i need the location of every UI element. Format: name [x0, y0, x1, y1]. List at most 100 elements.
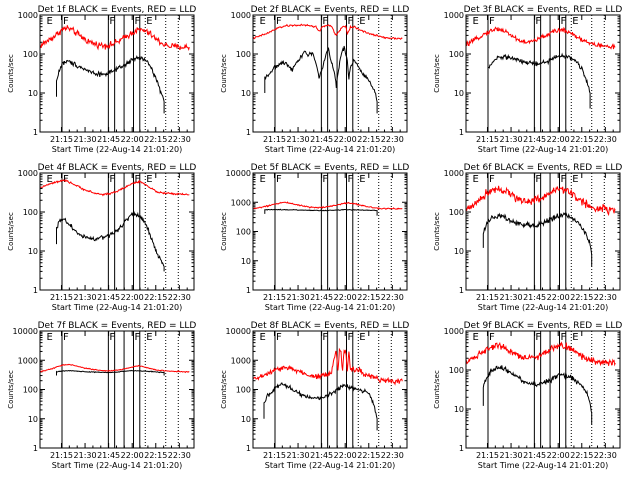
x-tick-label: 21:45 [310, 135, 333, 144]
x-tick-label: 22:00 [121, 293, 144, 302]
x-tick-label: 21:30 [287, 135, 310, 144]
y-tick-label: 10000 [226, 327, 251, 336]
x-tick-label: 22:15 [357, 293, 380, 302]
y-tick-label: 100 [236, 228, 251, 237]
event-flag: E [473, 332, 479, 343]
y-tick-label: 1 [459, 286, 464, 295]
panel-title: Det 5f BLACK = Events, RED = LLD [251, 163, 410, 173]
y-tick-label: 10 [28, 247, 38, 256]
plot-frame [39, 14, 195, 133]
y-tick-label: 1 [33, 286, 38, 295]
x-tick-label: 22:00 [121, 451, 144, 460]
y-tick-label: 10 [241, 89, 251, 98]
series-line-events [263, 382, 378, 431]
y-axis-label: Counts/sec [220, 54, 228, 93]
x-tick-label: 22:00 [121, 135, 144, 144]
x-axis-label: Start Time (22-Aug-14 21:01:20) [52, 461, 183, 470]
series-line-events [487, 52, 591, 109]
y-tick-label: 1000 [18, 169, 38, 178]
event-flag: F [135, 332, 141, 343]
event-flag: E [146, 16, 152, 27]
x-tick-label: 22:00 [547, 293, 570, 302]
x-tick-label: 21:15 [263, 451, 286, 460]
x-tick-label: 22:00 [334, 135, 357, 144]
y-tick-label: 1 [33, 128, 38, 137]
event-flag: F [135, 16, 141, 27]
event-flag: F [348, 174, 354, 185]
series-line-lld [253, 347, 403, 386]
x-tick-label: 22:30 [594, 293, 617, 302]
event-flag: E [260, 174, 266, 185]
x-tick-label: 21:15 [50, 451, 73, 460]
panel-det-4: Det 4f BLACK = Events, RED = LLD Start Ti… [7, 163, 196, 312]
x-tick-label: 22:00 [334, 451, 357, 460]
y-tick-label: 1000 [231, 198, 251, 207]
panel-title: Det 9f BLACK = Events, RED = LLD [464, 321, 623, 331]
event-flag: F [109, 16, 115, 27]
event-flag: E [359, 174, 365, 185]
x-tick-label: 21:45 [523, 135, 546, 144]
y-axis-label: Counts/sec [7, 212, 15, 251]
x-tick-label: 21:15 [263, 293, 286, 302]
x-tick-label: 22:30 [381, 135, 404, 144]
event-flag: E [572, 174, 578, 185]
y-tick-label: 10 [241, 415, 251, 424]
x-tick-label: 21:45 [523, 451, 546, 460]
x-tick-label: 22:30 [381, 451, 404, 460]
plot-frame [252, 330, 408, 449]
x-tick-label: 22:00 [547, 135, 570, 144]
x-tick-label: 21:15 [263, 135, 286, 144]
x-tick-label: 21:30 [74, 135, 97, 144]
x-tick-label: 22:15 [570, 135, 593, 144]
panel-det-5: Det 5f BLACK = Events, RED = LLD Start Ti… [220, 163, 409, 312]
y-tick-label: 1000 [444, 327, 464, 336]
panel-title: Det 6f BLACK = Events, RED = LLD [464, 163, 623, 173]
x-tick-label: 21:30 [74, 451, 97, 460]
y-tick-label: 100 [449, 208, 464, 217]
y-axis-label: Counts/sec [433, 212, 441, 251]
y-tick-label: 1000 [444, 169, 464, 178]
y-tick-label: 1 [246, 444, 251, 453]
y-tick-label: 10000 [226, 169, 251, 178]
event-flag: E [260, 16, 266, 27]
x-tick-label: 21:15 [476, 135, 499, 144]
y-tick-label: 1 [246, 128, 251, 137]
x-tick-label: 21:30 [287, 293, 310, 302]
panel-det-1: Det 1f BLACK = Events, RED = LLD Start Ti… [7, 5, 196, 154]
event-flag: F [109, 174, 115, 185]
x-axis-label: Start Time (22-Aug-14 21:01:20) [265, 303, 396, 312]
panel-det-6: Det 6f BLACK = Events, RED = LLD Start Ti… [433, 163, 622, 312]
y-tick-label: 1000 [18, 356, 38, 365]
y-tick-label: 1000 [18, 11, 38, 20]
x-tick-label: 22:15 [144, 135, 167, 144]
x-tick-label: 22:15 [144, 451, 167, 460]
x-tick-label: 22:30 [168, 293, 191, 302]
series-line-events [482, 211, 593, 267]
panel-title: Det 7f BLACK = Events, RED = LLD [38, 321, 197, 331]
x-axis-label: Start Time (22-Aug-14 21:01:20) [52, 303, 183, 312]
x-tick-label: 21:45 [97, 451, 120, 460]
event-flag: F [322, 174, 328, 185]
y-tick-label: 10 [241, 257, 251, 266]
x-axis-label: Start Time (22-Aug-14 21:01:20) [478, 145, 609, 154]
event-flag: E [47, 332, 53, 343]
x-tick-label: 22:15 [144, 293, 167, 302]
y-tick-label: 1000 [444, 11, 464, 20]
x-tick-label: 22:30 [594, 451, 617, 460]
x-tick-label: 21:30 [287, 451, 310, 460]
x-axis-label: Start Time (22-Aug-14 21:01:20) [478, 461, 609, 470]
event-flag: E [359, 332, 365, 343]
y-tick-label: 10 [454, 405, 464, 414]
panel-det-3: Det 3f BLACK = Events, RED = LLD Start Ti… [433, 5, 622, 154]
event-flag: F [348, 332, 354, 343]
series-line-events [482, 365, 593, 425]
x-tick-label: 22:15 [357, 451, 380, 460]
y-tick-label: 10 [454, 89, 464, 98]
y-tick-label: 100 [23, 50, 38, 59]
x-tick-label: 22:30 [168, 451, 191, 460]
x-axis-label: Start Time (22-Aug-14 21:01:20) [265, 461, 396, 470]
event-flag: F [276, 332, 282, 343]
y-tick-label: 100 [23, 386, 38, 395]
event-flag: F [63, 332, 69, 343]
